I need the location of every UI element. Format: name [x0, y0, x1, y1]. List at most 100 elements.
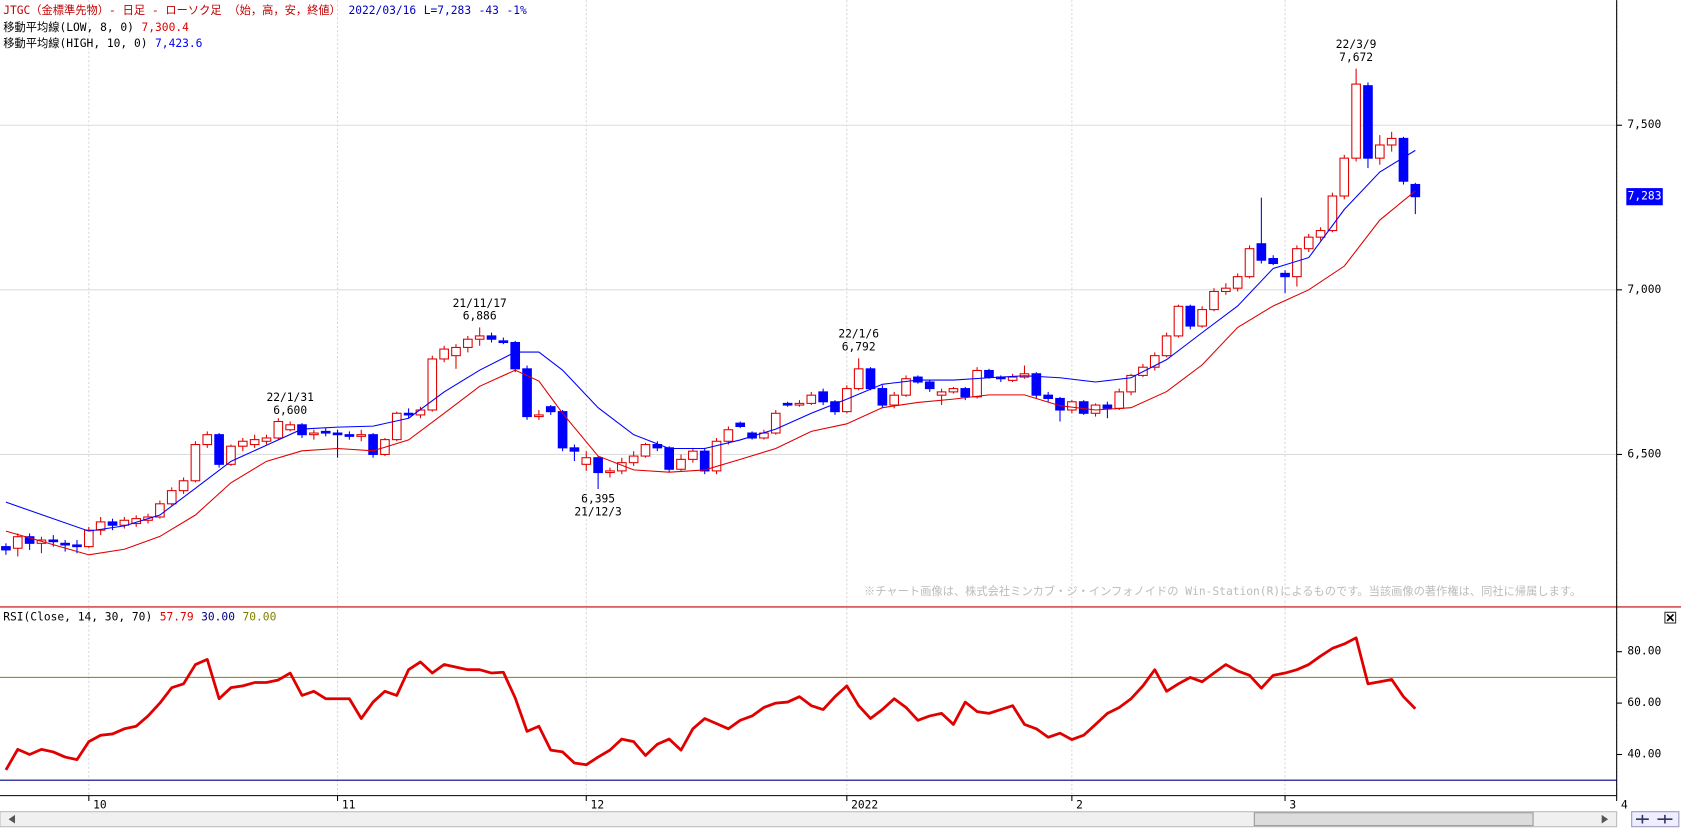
candle-body: [48, 539, 59, 543]
header-last: L=7,283: [424, 4, 471, 17]
candle-body: [948, 388, 959, 393]
annotation-label: 6,395: [581, 493, 615, 506]
candle-body: [463, 338, 473, 348]
legend-value: 57.79: [160, 611, 194, 624]
candle-body: [178, 480, 189, 492]
zoom-icon: [1635, 814, 1673, 824]
candle-body: [1303, 236, 1314, 250]
annotation-label: 6,792: [842, 341, 876, 354]
candle-body: [1078, 401, 1089, 414]
candle-body: [297, 424, 307, 436]
candle-body: [155, 503, 165, 518]
price-tag: 7,283: [1628, 190, 1662, 203]
candle-body: [723, 429, 734, 442]
candle-body: [1209, 290, 1219, 311]
candle-body: [842, 388, 852, 413]
candle-body: [356, 434, 367, 437]
candle-body: [498, 340, 509, 344]
scrollbar[interactable]: [0, 811, 1618, 828]
x-tick-label: 4: [1621, 798, 1628, 811]
candle-body: [1043, 394, 1053, 400]
candle-body: [960, 388, 971, 398]
candle-body: [95, 521, 106, 531]
candle-body: [545, 406, 556, 413]
candle-body: [1280, 272, 1290, 278]
annotation-date: 21/12/3: [574, 506, 621, 519]
candle-body: [24, 536, 35, 544]
candle-body: [1315, 230, 1326, 238]
scroll-thumb[interactable]: [1253, 812, 1534, 827]
candle-body: [628, 455, 639, 464]
candle-body: [664, 447, 674, 470]
candle-body: [984, 369, 994, 378]
candle-body: [510, 341, 521, 370]
candle-body: [1161, 335, 1172, 357]
candle-body: [1126, 374, 1136, 393]
candle-body: [237, 440, 248, 447]
candle-body: [640, 444, 651, 457]
x-tick-label: 10: [93, 798, 107, 811]
candle-body: [1268, 258, 1279, 265]
candle-body: [439, 348, 449, 360]
candle-body: [1374, 144, 1385, 159]
y-tick-label: 6,500: [1627, 447, 1661, 460]
candle-body: [1363, 85, 1373, 159]
header-title: JTGC（金標準先物）- 日足 - ローソク足 （始，高，安，終値）: [3, 3, 341, 17]
candle-body: [107, 521, 118, 526]
candle-body: [1410, 183, 1421, 198]
legend-value: 7,300.4: [141, 21, 189, 34]
x-tick-label: 12: [591, 798, 605, 811]
candle-body: [1351, 83, 1361, 159]
zoom-button[interactable]: [1631, 811, 1680, 828]
candle-body: [60, 542, 70, 546]
candle-body: [676, 458, 686, 470]
candle-body: [1055, 397, 1065, 411]
candle-body: [581, 457, 592, 465]
candle-body: [202, 434, 213, 446]
annotation-date: 22/1/31: [266, 391, 314, 404]
annotation-label: 6,600: [273, 404, 307, 417]
annotation-date: 22/1/6: [838, 328, 879, 341]
y-tick-label: 60.00: [1627, 696, 1661, 709]
candle-body: [557, 411, 568, 449]
candle-body: [1007, 376, 1018, 381]
candle-body: [273, 420, 284, 439]
candle-body: [249, 439, 260, 446]
legend-name: RSI(Close, 14, 30, 70): [3, 611, 152, 624]
x-tick-label: 3: [1289, 798, 1296, 811]
legend-name: 移動平均線(HIGH, 10, 0): [3, 36, 147, 50]
candle-body: [1031, 373, 1042, 396]
close-button[interactable]: [1664, 611, 1677, 624]
price-tag-box: [1626, 188, 1663, 206]
annotation-date: 22/3/9: [1336, 38, 1377, 51]
y-tick-label: 80.00: [1627, 645, 1661, 658]
candle-body: [699, 450, 710, 472]
candle-body: [451, 346, 461, 357]
candle-body: [332, 432, 343, 436]
candle-body: [770, 412, 781, 434]
candle-body: [1185, 305, 1196, 327]
close-icon: [1666, 613, 1675, 622]
scroll-track[interactable]: [0, 811, 1618, 828]
candle-body: [522, 368, 532, 418]
annotation-date: 21/11/17: [453, 297, 507, 310]
candle-body: [1173, 305, 1184, 337]
zoom-buttons[interactable]: [1631, 811, 1680, 828]
candle-body: [830, 401, 840, 413]
candle-body: [309, 432, 319, 436]
candle-body: [936, 391, 947, 396]
candle-body: [214, 434, 224, 465]
moving-average-line: [5, 149, 1416, 532]
candle-body: [711, 440, 722, 472]
candle-body: [534, 414, 544, 418]
candle-body: [1232, 276, 1243, 289]
candle-body: [261, 437, 272, 442]
candle-body: [569, 447, 580, 452]
candle-body: [344, 434, 355, 437]
candle-body: [901, 378, 911, 396]
candle-body: [1149, 355, 1160, 368]
rsi-line: [4, 636, 1417, 771]
